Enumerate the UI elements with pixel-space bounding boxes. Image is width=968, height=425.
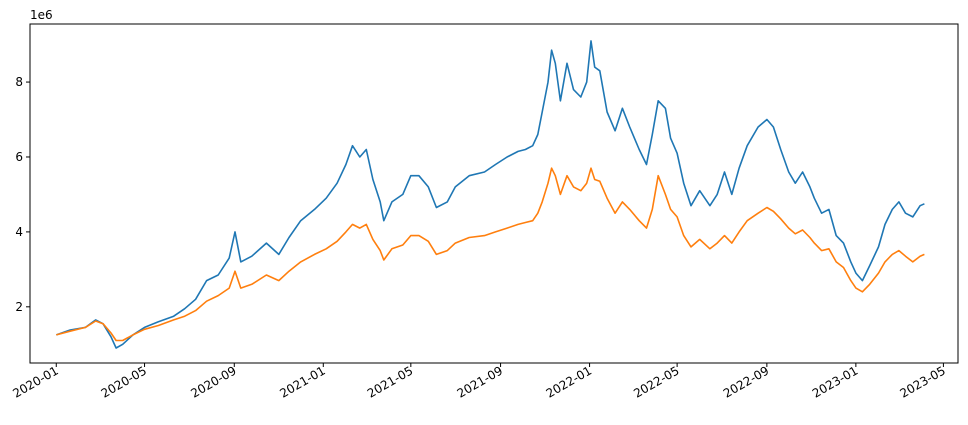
x-tick-label: 2022-09	[721, 363, 771, 400]
series-line-1	[56, 40, 925, 349]
x-tick-label: 2022-01	[544, 363, 594, 400]
x-tick-label: 2020-01	[10, 363, 60, 400]
x-tick-label: 2022-05	[631, 363, 681, 400]
x-tick-label: 2021-01	[277, 363, 327, 400]
y-axis-offset-label: 1e6	[30, 8, 53, 22]
x-tick-label: 2020-05	[99, 363, 149, 400]
series-layer	[56, 40, 925, 349]
y-tick-label: 8	[15, 75, 23, 89]
x-tick-label: 2021-09	[455, 363, 505, 400]
x-axis: 2020-01 2020-05 2020-09 2021-01 2021-05 2021-…	[10, 363, 948, 401]
series-line-2	[56, 167, 925, 342]
x-tick-label: 2023-01	[810, 363, 860, 400]
y-tick-label: 2	[15, 300, 23, 314]
y-axis: 2 4 6 8	[15, 75, 30, 314]
plot-area-frame	[29, 23, 959, 364]
y-tick-label: 6	[15, 150, 23, 164]
y-tick-label: 4	[15, 225, 23, 239]
x-tick-label: 2020-09	[188, 363, 238, 400]
x-tick-label: 2021-05	[365, 363, 415, 400]
x-tick-label: 2023-05	[897, 363, 947, 400]
